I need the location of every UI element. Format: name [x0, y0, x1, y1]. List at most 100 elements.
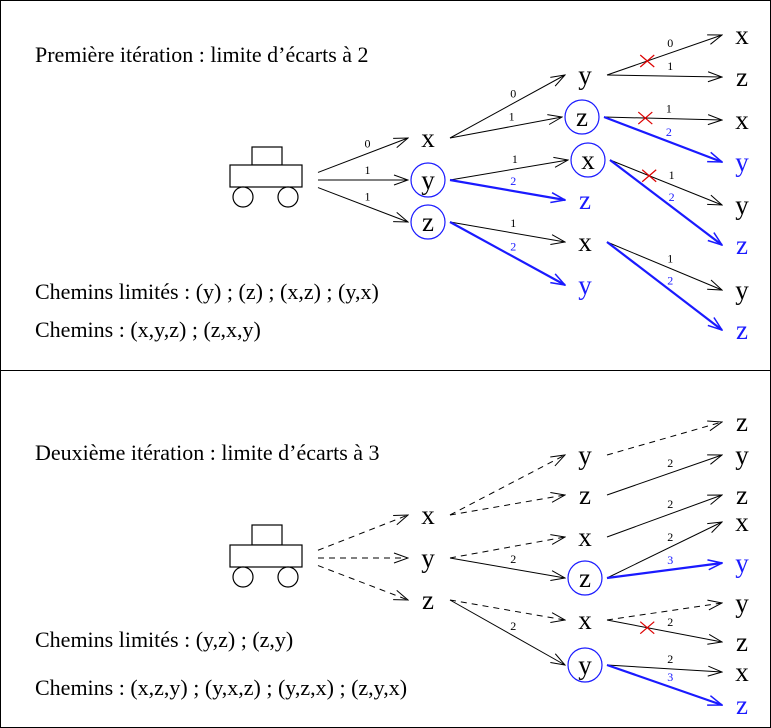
edge-label: 1 [669, 168, 675, 182]
node-label: z [736, 480, 748, 510]
edge-label: 1 [510, 216, 516, 230]
node-label: y [578, 60, 592, 90]
edge [449, 455, 565, 516]
edge [606, 522, 722, 579]
edge-label: 1 [667, 251, 673, 265]
limited-paths: Chemins limités : (y,z) ; (z,y) [35, 627, 293, 652]
edge [317, 187, 408, 222]
edge [449, 117, 562, 139]
node-circle [410, 162, 446, 198]
paths: Chemins : (x,y,z) ; (z,x,y) [35, 317, 261, 342]
edge [606, 663, 722, 707]
node-label: z [579, 185, 591, 215]
title: Première itération : limite d’écarts à 2 [35, 42, 369, 67]
cross [641, 169, 657, 183]
edge-label: 2 [510, 619, 516, 633]
edge-label: 1 [667, 59, 673, 73]
edge [449, 178, 565, 200]
node-label: x [735, 20, 749, 50]
edge [317, 515, 408, 551]
edge-label: 2 [510, 174, 516, 188]
edge-label: 1 [512, 152, 518, 166]
edge [449, 599, 565, 665]
edge [449, 495, 565, 516]
edge [606, 603, 722, 621]
node-label: x [578, 605, 592, 635]
node-label: y [735, 588, 749, 618]
node-label: z [422, 585, 434, 615]
node-label: x [581, 145, 595, 175]
node-circle [410, 204, 446, 240]
node-label: y [578, 440, 592, 470]
edge-label: 1 [365, 190, 371, 204]
edge [449, 221, 565, 285]
edge [606, 75, 722, 77]
edge [606, 619, 722, 642]
edge [606, 563, 722, 580]
robot [229, 524, 303, 588]
node-label: y [421, 165, 435, 195]
node-label: y [735, 190, 749, 220]
node-label: y [735, 440, 749, 470]
node-label: x [735, 657, 749, 687]
node-circle [567, 647, 603, 683]
edge-label: 0 [365, 136, 371, 150]
edge-label: 2 [510, 552, 516, 566]
edge-label: 0 [510, 86, 516, 100]
edge [317, 565, 408, 600]
paths: Chemins : (x,z,y) ; (y,x,z) ; (y,z,x) ; … [35, 675, 407, 700]
node-label: z [579, 480, 591, 510]
edge [603, 115, 722, 164]
node-label: y [578, 270, 592, 300]
node-circle [564, 99, 600, 135]
node-label: z [736, 62, 748, 92]
edge [449, 599, 565, 620]
node-label: y [735, 275, 749, 305]
edge [449, 537, 565, 559]
node-label: x [735, 507, 749, 537]
edge [449, 75, 565, 139]
node-label: z [736, 407, 748, 437]
edge-label: 1 [509, 109, 515, 123]
edge [609, 159, 722, 205]
edge [606, 664, 722, 672]
node-label: z [736, 627, 748, 657]
edge-label: 3 [667, 553, 673, 567]
edge-label: 2 [667, 530, 673, 544]
edge [449, 557, 565, 578]
edge [606, 422, 722, 456]
edge [606, 35, 722, 76]
node-label: x [578, 227, 592, 257]
edge [609, 159, 722, 245]
edge-label: 2 [667, 273, 673, 287]
edge [606, 241, 722, 290]
edge-label: 1 [666, 102, 672, 116]
edge [449, 221, 565, 242]
node-label: y [421, 543, 435, 573]
title: Deuxième itération : limite d’écarts à 3 [35, 440, 380, 465]
edge-label: 2 [669, 190, 675, 204]
node-label: x [578, 522, 592, 552]
node-label: y [578, 650, 592, 680]
node-circle [567, 560, 603, 596]
edge [606, 495, 722, 538]
edge-label: 1 [365, 163, 371, 177]
node-label: z [576, 102, 588, 132]
node-label: z [736, 315, 748, 345]
limited-paths: Chemins limités : (y) ; (z) ; (x,z) ; (y… [35, 279, 379, 304]
node-label: z [579, 563, 591, 593]
edge-label: 0 [667, 36, 673, 50]
cross [637, 111, 653, 125]
node-label: x [421, 123, 435, 153]
node-label: z [422, 207, 434, 237]
edge-label: 2 [667, 615, 673, 629]
edge-label: 2 [666, 125, 672, 139]
edge-label: 3 [667, 670, 673, 684]
edge [603, 117, 722, 120]
cross [639, 54, 655, 68]
edge-label: 2 [510, 240, 516, 254]
edge [606, 455, 722, 496]
node-label: z [736, 230, 748, 260]
node-label: y [735, 548, 749, 578]
